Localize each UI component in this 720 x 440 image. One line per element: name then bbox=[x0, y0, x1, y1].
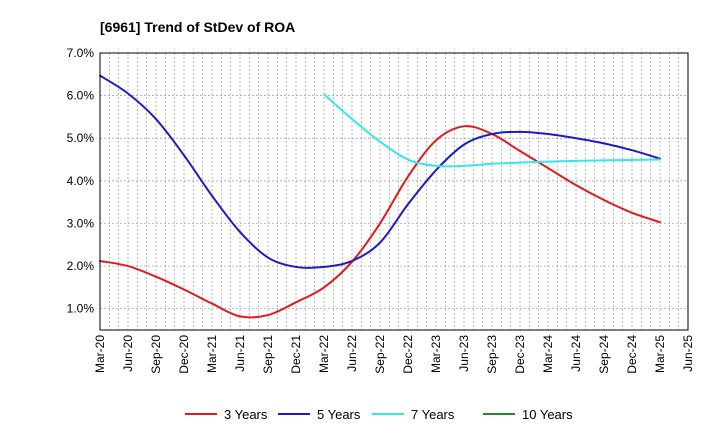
y-tick-label: 5.0% bbox=[67, 131, 95, 145]
chart-title: [6961] Trend of StDev of ROA bbox=[100, 19, 295, 35]
x-tick-label: Mar-24 bbox=[541, 335, 555, 373]
x-tick-label: Mar-23 bbox=[429, 335, 443, 373]
x-tick-label: Dec-24 bbox=[625, 335, 639, 374]
y-tick-label: 6.0% bbox=[67, 89, 95, 103]
series-lines bbox=[99, 74, 661, 319]
legend-label-5-years: 5 Years bbox=[317, 407, 361, 422]
x-tick-label: Jun-20 bbox=[121, 335, 135, 372]
legend: 3 Years 5 Years 7 Years 10 Years bbox=[185, 407, 573, 422]
x-tick-label: Mar-20 bbox=[93, 335, 107, 373]
x-tick-label: Mar-25 bbox=[653, 335, 667, 373]
legend-label-7-years: 7 Years bbox=[411, 407, 455, 422]
y-tick-label: 3.0% bbox=[67, 216, 95, 230]
legend-label-3-years: 3 Years bbox=[224, 407, 268, 422]
x-tick-label: Sep-20 bbox=[149, 335, 163, 374]
x-tick-label: Jun-25 bbox=[681, 335, 695, 372]
y-tick-label: 7.0% bbox=[67, 46, 95, 60]
x-tick-label: Dec-20 bbox=[177, 335, 191, 374]
y-tick-label: 4.0% bbox=[67, 174, 95, 188]
x-tick-label: Jun-21 bbox=[233, 335, 247, 372]
x-tick-label: Jun-22 bbox=[345, 335, 359, 372]
x-tick-label: Sep-21 bbox=[261, 335, 275, 374]
x-tick-label: Jun-23 bbox=[457, 335, 471, 372]
series-line-7-years bbox=[323, 93, 661, 168]
x-tick-label: Dec-23 bbox=[513, 335, 527, 374]
x-tick-label: Sep-23 bbox=[485, 335, 499, 374]
x-tick-label: Mar-22 bbox=[317, 335, 331, 373]
x-tick-label: Sep-22 bbox=[373, 335, 387, 374]
x-tick-label: Dec-22 bbox=[401, 335, 415, 374]
legend-label-10-years: 10 Years bbox=[522, 407, 573, 422]
x-tick-label: Dec-21 bbox=[289, 335, 303, 374]
x-tick-label: Jun-24 bbox=[569, 335, 583, 372]
grid bbox=[100, 52, 688, 330]
x-tick-label: Mar-21 bbox=[205, 335, 219, 373]
y-tick-label: 1.0% bbox=[67, 302, 95, 316]
x-tick-label: Sep-24 bbox=[597, 335, 611, 374]
y-tick-label: 2.0% bbox=[67, 259, 95, 273]
series-line-3-years bbox=[99, 125, 661, 319]
series-line-5-years bbox=[99, 74, 661, 269]
plot-area-border bbox=[99, 52, 689, 331]
axes: 1.0% 2.0% 3.0% 4.0% 5.0% 6.0% 7.0% Mar-20 Jun-20… bbox=[67, 46, 695, 374]
